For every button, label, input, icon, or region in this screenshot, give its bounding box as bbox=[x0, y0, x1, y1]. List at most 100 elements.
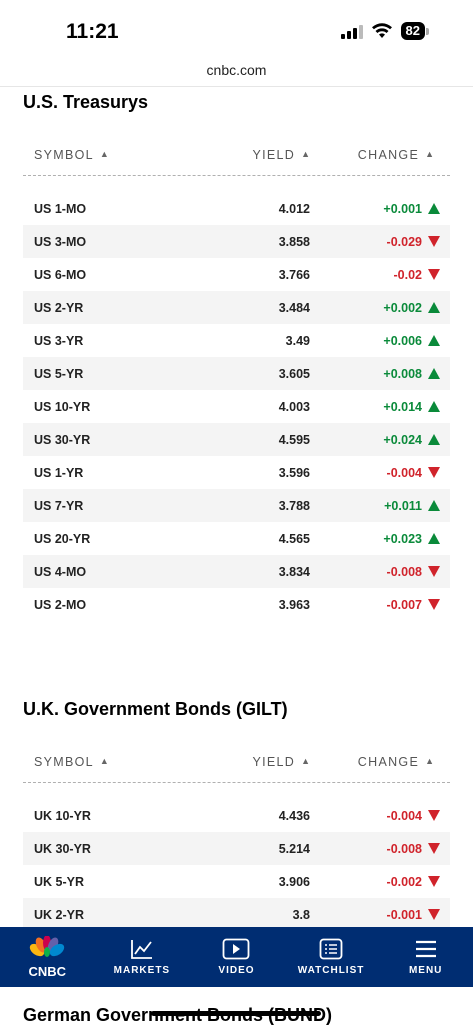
sort-icon: ▲ bbox=[99, 756, 109, 766]
arrow-up-icon bbox=[428, 335, 440, 346]
change-cell: +0.014 bbox=[310, 400, 450, 414]
table-row[interactable]: US 10-YR 4.003 +0.014 bbox=[23, 390, 450, 423]
change-header[interactable]: CHANGE ▲ bbox=[357, 755, 434, 769]
symbol-cell[interactable]: US 10-YR bbox=[34, 399, 91, 414]
change-cell: -0.008 bbox=[310, 842, 450, 856]
url-bar[interactable]: cnbc.com bbox=[206, 62, 267, 78]
table-header: SYMBOL ▲ YIELD ▲ CHANGE ▲ bbox=[23, 135, 450, 176]
change-cell: +0.024 bbox=[310, 433, 450, 447]
change-value: +0.002 bbox=[383, 300, 422, 315]
table-row[interactable]: US 4-MO 3.834 -0.008 bbox=[23, 555, 450, 588]
yield-cell: 5.214 bbox=[278, 841, 310, 856]
table-row[interactable]: US 7-YR 3.788 +0.011 bbox=[23, 489, 450, 522]
arrow-down-icon bbox=[428, 467, 440, 478]
sort-icon: ▲ bbox=[301, 756, 310, 766]
nav-label: MARKETS bbox=[113, 965, 171, 976]
symbol-cell[interactable]: US 20-YR bbox=[34, 531, 91, 546]
table-row[interactable]: US 1-YR 3.596 -0.004 bbox=[23, 456, 450, 489]
change-cell: +0.008 bbox=[310, 367, 450, 381]
sort-icon: ▲ bbox=[425, 756, 434, 766]
arrow-up-icon bbox=[428, 434, 440, 445]
arrow-down-icon bbox=[428, 236, 440, 247]
change-value: +0.023 bbox=[383, 531, 422, 546]
table-row[interactable]: UK 5-YR 3.906 -0.002 bbox=[23, 865, 450, 898]
table-row[interactable]: US 2-YR 3.484 +0.002 bbox=[23, 291, 450, 324]
status-bar: 11:21 82 bbox=[0, 0, 473, 60]
battery-icon: 82 bbox=[400, 22, 429, 40]
change-cell: +0.002 bbox=[310, 301, 450, 315]
symbol-cell[interactable]: US 2-YR bbox=[34, 300, 84, 315]
nav-watchlist[interactable]: WATCHLIST bbox=[286, 938, 376, 976]
symbol-cell[interactable]: US 1-MO bbox=[34, 201, 87, 216]
symbol-cell[interactable]: US 3-MO bbox=[34, 234, 87, 249]
arrow-up-icon bbox=[428, 533, 440, 544]
change-value: +0.006 bbox=[383, 333, 422, 348]
table-row[interactable]: US 30-YR 4.595 +0.024 bbox=[23, 423, 450, 456]
symbol-cell[interactable]: US 5-YR bbox=[34, 366, 84, 381]
yield-cell: 4.565 bbox=[278, 531, 310, 546]
change-cell: +0.023 bbox=[310, 532, 450, 546]
symbol-cell[interactable]: US 4-MO bbox=[34, 564, 87, 579]
url-divider bbox=[0, 86, 473, 87]
yield-cell: 3.858 bbox=[278, 234, 310, 249]
arrow-down-icon bbox=[428, 876, 440, 887]
change-cell: -0.004 bbox=[310, 466, 450, 480]
sort-icon: ▲ bbox=[425, 149, 434, 159]
table-row[interactable]: US 2-MO 3.963 -0.007 bbox=[23, 588, 450, 621]
change-value: +0.014 bbox=[383, 399, 422, 414]
table-row[interactable]: US 5-YR 3.605 +0.008 bbox=[23, 357, 450, 390]
change-value: +0.011 bbox=[384, 498, 422, 513]
yield-cell: 3.596 bbox=[278, 465, 310, 480]
change-value: -0.029 bbox=[386, 234, 422, 249]
symbol-header[interactable]: SYMBOL ▲ bbox=[34, 755, 109, 769]
change-value: +0.001 bbox=[383, 201, 422, 216]
table-row[interactable]: UK 30-YR 5.214 -0.008 bbox=[23, 832, 450, 865]
table-row[interactable]: UK 10-YR 4.436 -0.004 bbox=[23, 799, 450, 832]
table-row[interactable]: US 20-YR 4.565 +0.023 bbox=[23, 522, 450, 555]
yield-cell: 3.766 bbox=[278, 267, 310, 282]
yield-cell: 4.595 bbox=[278, 432, 310, 447]
symbol-cell[interactable]: UK 10-YR bbox=[34, 808, 91, 823]
change-cell: -0.007 bbox=[310, 598, 450, 612]
change-cell: -0.004 bbox=[310, 809, 450, 823]
table-row[interactable]: US 6-MO 3.766 -0.02 bbox=[23, 258, 450, 291]
cnbc-logo-label: CNBC bbox=[28, 963, 67, 979]
section-title: U.K. Government Bonds (GILT) bbox=[23, 699, 288, 719]
symbol-cell[interactable]: US 1-YR bbox=[34, 465, 84, 480]
table-row[interactable]: US 3-YR 3.49 +0.006 bbox=[23, 324, 450, 357]
battery-level: 82 bbox=[400, 22, 425, 40]
table-row[interactable]: UK 2-YR 3.8 -0.001 bbox=[23, 898, 450, 931]
symbol-cell[interactable]: US 6-MO bbox=[34, 267, 87, 282]
symbol-cell[interactable]: US 7-YR bbox=[34, 498, 84, 513]
section-title: U.S. Treasurys bbox=[23, 92, 149, 112]
nav-menu[interactable]: MENU bbox=[381, 938, 471, 976]
change-value: -0.004 bbox=[386, 465, 422, 480]
symbol-cell[interactable]: US 30-YR bbox=[34, 432, 91, 447]
symbol-cell[interactable]: UK 30-YR bbox=[34, 841, 91, 856]
table-row[interactable]: US 1-MO 4.012 +0.001 bbox=[23, 192, 450, 225]
yield-header[interactable]: YIELD ▲ bbox=[252, 755, 310, 769]
cellular-signal-icon bbox=[340, 23, 363, 39]
nav-video[interactable]: VIDEO bbox=[191, 938, 281, 976]
nav-markets[interactable]: MARKETS bbox=[97, 938, 187, 976]
yield-cell: 3.8 bbox=[292, 907, 310, 922]
change-value: -0.001 bbox=[386, 907, 422, 922]
change-cell: -0.001 bbox=[310, 908, 450, 922]
nav-cnbc-home[interactable]: CNBC bbox=[2, 935, 92, 979]
symbol-cell[interactable]: UK 5-YR bbox=[34, 874, 85, 889]
status-time: 11:21 bbox=[66, 20, 119, 43]
cnbc-peacock-icon bbox=[30, 935, 65, 957]
home-indicator[interactable] bbox=[151, 1011, 321, 1016]
arrow-up-icon bbox=[428, 203, 440, 214]
change-cell: -0.002 bbox=[310, 875, 450, 889]
table-row[interactable]: US 3-MO 3.858 -0.029 bbox=[23, 225, 450, 258]
yield-header[interactable]: YIELD ▲ bbox=[252, 148, 310, 162]
symbol-cell[interactable]: US 2-MO bbox=[34, 597, 87, 612]
change-header[interactable]: CHANGE ▲ bbox=[357, 148, 434, 162]
symbol-cell[interactable]: UK 2-YR bbox=[34, 907, 85, 922]
symbol-cell[interactable]: US 3-YR bbox=[34, 333, 84, 348]
symbol-header[interactable]: SYMBOL ▲ bbox=[34, 148, 109, 162]
list-icon bbox=[319, 938, 343, 960]
change-cell: -0.029 bbox=[310, 235, 450, 249]
sort-icon: ▲ bbox=[99, 149, 109, 159]
